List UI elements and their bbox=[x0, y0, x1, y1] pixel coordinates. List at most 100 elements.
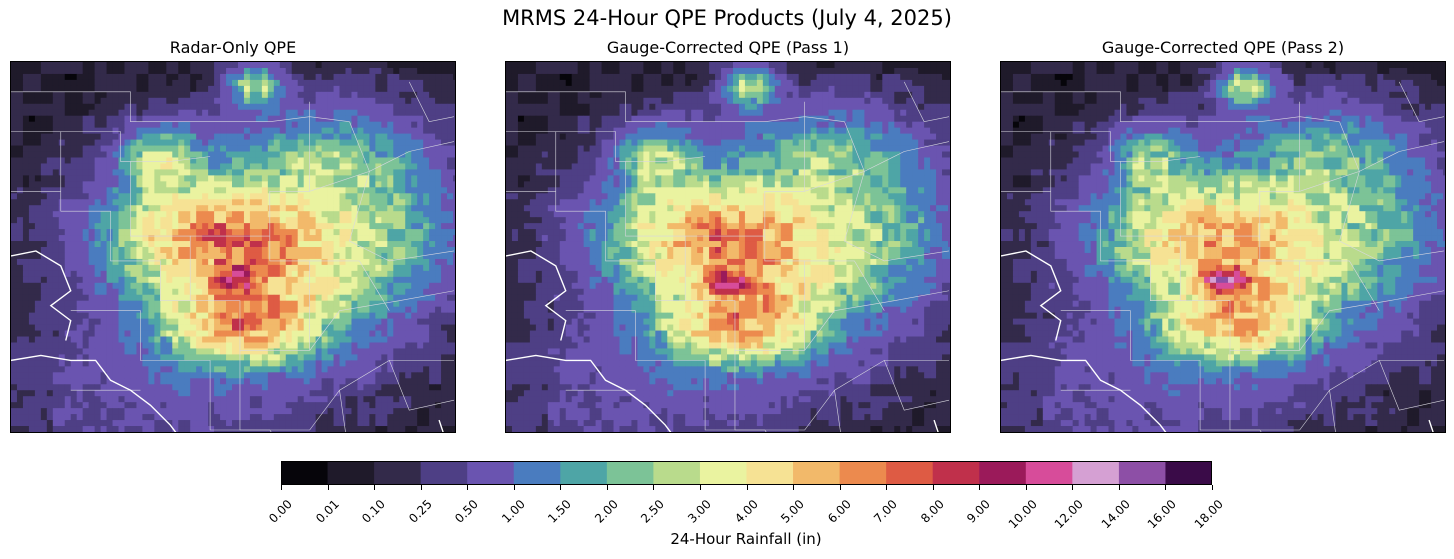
colorbar-segment bbox=[606, 461, 654, 485]
colorbar-segment bbox=[420, 461, 468, 485]
panel-title-pass-2: Gauge-Corrected QPE (Pass 2) bbox=[1101, 38, 1345, 57]
border-line bbox=[506, 354, 672, 432]
colorbar-tick-label: 16.00 bbox=[1145, 497, 1180, 532]
figure-title: MRMS 24-Hour QPE Products (July 4, 2025) bbox=[502, 6, 952, 30]
border-line bbox=[11, 354, 177, 432]
colorbar-tick-mark bbox=[281, 485, 282, 490]
colorbar-segment bbox=[560, 461, 608, 485]
colorbar-tick-label: 2.00 bbox=[591, 497, 621, 526]
colorbar-segment bbox=[839, 461, 887, 485]
county-boundary bbox=[70, 389, 141, 391]
border-line bbox=[11, 250, 72, 341]
county-boundary bbox=[309, 290, 455, 351]
county-boundary bbox=[764, 101, 805, 351]
county-boundary bbox=[1299, 260, 1380, 311]
colorbar-segment bbox=[979, 461, 1027, 485]
colorbar-tick-label: 12.00 bbox=[1052, 497, 1087, 532]
colorbar-tick-label: 7.00 bbox=[871, 497, 901, 526]
colorbar-tick-mark bbox=[327, 485, 329, 490]
colorbar-segment bbox=[281, 461, 329, 485]
rainfall-field bbox=[11, 62, 455, 432]
colorbar-tick-label: 4.00 bbox=[731, 497, 761, 526]
panel-title-pass-1: Gauge-Corrected QPE (Pass 1) bbox=[606, 38, 850, 57]
colorbar-tick-label: 0.25 bbox=[405, 497, 435, 526]
county-boundary bbox=[1001, 91, 1340, 122]
colorbar-tick-label: 5.00 bbox=[778, 497, 807, 526]
county-boundary bbox=[1060, 389, 1131, 391]
colorbar-tick-mark bbox=[979, 485, 981, 490]
county-boundary bbox=[1120, 161, 1181, 301]
colorbar-tick-mark bbox=[513, 485, 515, 490]
county-boundary bbox=[734, 350, 950, 431]
colorbar-tick-mark bbox=[467, 485, 469, 490]
county-boundary bbox=[884, 360, 950, 411]
colorbar-label: 24-Hour Rainfall (in) bbox=[670, 530, 822, 548]
colorbar-segment bbox=[1072, 461, 1120, 485]
colorbar-tick-label: 9.00 bbox=[964, 497, 994, 526]
colorbar-segment bbox=[327, 461, 375, 485]
county-boundary bbox=[804, 260, 885, 311]
county-boundary bbox=[130, 161, 191, 301]
colorbar-tick-label: 1.50 bbox=[545, 497, 575, 526]
colorbar-tick-mark bbox=[560, 485, 562, 490]
county-boundary bbox=[1339, 121, 1445, 262]
county-boundary bbox=[903, 81, 950, 123]
county-boundary bbox=[804, 290, 950, 351]
map-pass-2 bbox=[1000, 61, 1446, 433]
colorbar-tick-mark bbox=[839, 485, 841, 490]
panel-title-radar-only: Radar-Only QPE bbox=[169, 38, 297, 57]
county-boundary bbox=[1299, 141, 1445, 192]
colorbar-tick-mark bbox=[1025, 485, 1027, 490]
colorbar-segment bbox=[699, 461, 747, 485]
county-boundary bbox=[834, 390, 841, 432]
colorbar-tick-mark bbox=[886, 485, 888, 490]
colorbar-tick-label: 2.50 bbox=[638, 497, 668, 526]
county-boundary bbox=[1379, 360, 1445, 411]
colorbar-tick-mark bbox=[932, 485, 934, 490]
county-boundary bbox=[1001, 131, 1201, 162]
county-boundary bbox=[1398, 81, 1445, 123]
colorbar-tick-mark bbox=[420, 485, 422, 490]
colorbar-tick-mark bbox=[699, 485, 701, 490]
colorbar-segment bbox=[793, 461, 841, 485]
colorbar-segment bbox=[932, 461, 980, 485]
county-boundary bbox=[804, 141, 950, 192]
county-boundary bbox=[408, 81, 455, 123]
colorbar-segment bbox=[467, 461, 515, 485]
county-boundary bbox=[1229, 350, 1445, 431]
colorbar-tick-mark bbox=[1165, 485, 1167, 490]
colorbar-tick-mark bbox=[746, 485, 748, 490]
county-boundary bbox=[506, 131, 706, 162]
county-boundary bbox=[11, 131, 211, 162]
colorbar-segment bbox=[653, 461, 701, 485]
colorbar-tick-label: 1.00 bbox=[498, 497, 528, 526]
county-boundary bbox=[11, 91, 350, 122]
colorbar-tick-mark bbox=[606, 485, 608, 490]
colorbar-tick-label: 3.00 bbox=[685, 497, 714, 526]
county-boundary bbox=[60, 131, 310, 351]
colorbar-tick-label: 10.00 bbox=[1005, 497, 1040, 532]
county-boundary bbox=[1329, 390, 1336, 432]
colorbar-tick-label: 0.00 bbox=[266, 497, 295, 526]
county-boundary bbox=[389, 360, 455, 411]
county-boundary bbox=[339, 390, 346, 432]
county-boundary bbox=[309, 141, 455, 192]
county-boundary bbox=[349, 121, 455, 262]
colorbar-tick-label: 0.10 bbox=[359, 497, 388, 526]
colorbar-segment bbox=[886, 461, 934, 485]
colorbar-segment bbox=[374, 461, 422, 485]
border-line bbox=[506, 250, 567, 341]
county-boundary bbox=[1299, 290, 1445, 351]
colorbar bbox=[281, 461, 1212, 485]
county-boundary bbox=[1050, 131, 1300, 351]
colorbar-segment bbox=[746, 461, 794, 485]
colorbar-tick-label: 8.00 bbox=[917, 497, 947, 526]
colorbar-tick-mark bbox=[653, 485, 655, 490]
county-boundary bbox=[1259, 101, 1300, 351]
colorbar-segment bbox=[513, 461, 561, 485]
county-boundary bbox=[309, 260, 390, 311]
county-boundary bbox=[269, 101, 310, 351]
border-line bbox=[1001, 354, 1167, 432]
colorbar-segment bbox=[1165, 461, 1212, 485]
county-boundary bbox=[506, 91, 845, 122]
